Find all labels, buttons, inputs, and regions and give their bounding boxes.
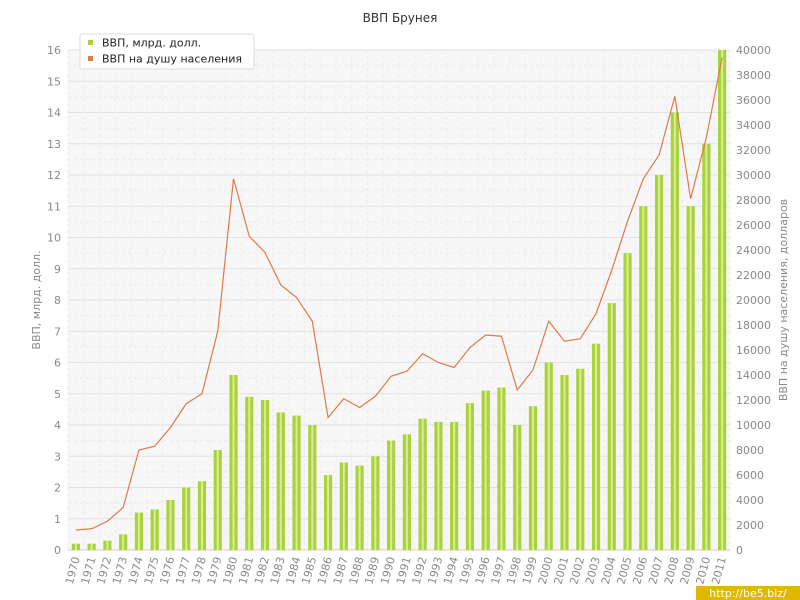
bar-highlight-1981 [248,396,251,550]
bar-highlight-2004 [610,303,613,550]
line-series [75,57,723,531]
left-tick-label: 0 [54,544,61,557]
bar-highlight-1973 [122,534,125,550]
bar-highlight-1998 [516,425,519,550]
right-tick-label: 14000 [736,369,771,382]
grid [67,49,731,551]
bar-highlight-1975 [153,509,156,550]
right-tick-label: 26000 [736,219,771,232]
right-tick-label: 22000 [736,269,771,282]
bar-highlight-1999 [531,406,534,550]
right-tick-label: 40000 [736,44,771,57]
bar-highlight-1995 [468,403,471,550]
right-tick-label: 24000 [736,244,771,257]
bar-highlight-1977 [185,487,188,550]
right-axis-ticks: 0 2000 4000 6000 8000 10000 12000 14000 16000 180… [736,44,771,557]
legend-box [79,33,255,70]
left-tick-label: 16 [47,44,61,57]
bar-highlight-1997 [500,387,503,550]
bar-highlight-2007 [658,175,661,550]
bar-highlight-2011 [721,50,724,550]
right-tick-label: 18000 [736,319,771,332]
bar-highlight-1972 [106,540,109,550]
watermark-background [696,586,800,600]
right-tick-label: 12000 [736,394,771,407]
bar-highlight-1980 [232,375,235,550]
left-tick-label: 8 [54,294,61,307]
bar-highlight-1970 [74,543,77,550]
legend-label-gdp-per-capita: ВВП на душу населения [102,53,242,66]
bar-highlight-1989 [374,456,377,550]
bar-highlight-1978 [200,481,203,550]
right-tick-label: 16000 [736,344,771,357]
right-tick-label: 34000 [736,119,771,132]
bar-highlight-1971 [90,543,93,550]
bar-highlight-1985 [311,425,314,550]
left-tick-label: 12 [47,169,61,182]
left-tick-label: 13 [47,138,61,151]
bar-highlight-2005 [626,253,629,550]
right-tick-label: 20000 [736,294,771,307]
left-tick-label: 9 [54,263,61,276]
bar-highlight-1993 [437,421,440,550]
bar-highlight-1987 [342,462,345,550]
left-tick-label: 1 [54,513,61,526]
right-tick-label: 36000 [736,94,771,107]
bar-highlight-2000 [547,362,550,550]
left-tick-label: 5 [54,388,61,401]
bar-highlight-1991 [405,434,408,550]
legend-label-gdp: ВВП, млрд. долл. [102,37,201,50]
left-tick-label: 3 [54,450,61,463]
left-tick-label: 11 [47,200,61,213]
right-tick-label: 4000 [736,494,764,507]
chart-title: ВВП Брунея [363,11,438,25]
right-tick-label: 30000 [736,169,771,182]
left-axis-title: ВВП, млрд. долл. [30,250,43,349]
right-tick-label: 38000 [736,69,771,82]
bar-highlight-2001 [563,375,566,550]
bar-highlight-2006 [642,206,645,550]
bar-highlight-2008 [673,112,676,550]
right-tick-label: 8000 [736,444,764,457]
left-tick-label: 15 [47,75,61,88]
right-tick-label: 10000 [736,419,771,432]
bar-highlight-1988 [358,465,361,550]
right-axis-title: ВВП на душу населения, долларов [777,199,790,401]
left-tick-label: 7 [54,325,61,338]
bar-highlight-2003 [595,343,598,550]
bar-highlight-1983 [279,412,282,550]
bar-series [71,50,727,550]
bar-highlight-1990 [390,440,393,550]
bar-highlight-2002 [579,368,582,550]
watermark-text: http://be5.biz/ [709,587,787,600]
right-tick-label: 0 [736,544,743,557]
bar-highlight-2010 [705,143,708,550]
bar-highlight-1996 [484,390,487,550]
right-tick-label: 6000 [736,469,764,482]
bar-highlight-1974 [137,512,140,550]
bar-highlight-1984 [295,415,298,550]
left-tick-label: 2 [54,482,61,495]
bar-highlight-1982 [264,400,267,550]
legend: ВВП, млрд. долл. ВВП на душу населения [79,33,255,70]
bar-highlight-1994 [453,421,456,550]
left-tick-label: 6 [54,357,61,370]
right-tick-label: 28000 [736,194,771,207]
watermark: http://be5.biz/ [696,586,800,600]
bar-highlight-1976 [169,500,172,550]
bar-highlight-2009 [689,206,692,550]
left-tick-label: 4 [54,419,61,432]
left-tick-label: 14 [47,107,61,120]
bar-highlight-1986 [327,475,330,550]
legend-swatch-gdp-per-capita [88,56,93,61]
bar-highlight-1979 [216,450,219,550]
right-tick-label: 2000 [736,519,764,532]
bar-highlight-1992 [421,418,424,550]
legend-swatch-gdp [88,40,93,45]
left-tick-label: 10 [47,232,61,245]
right-tick-label: 32000 [736,144,771,157]
